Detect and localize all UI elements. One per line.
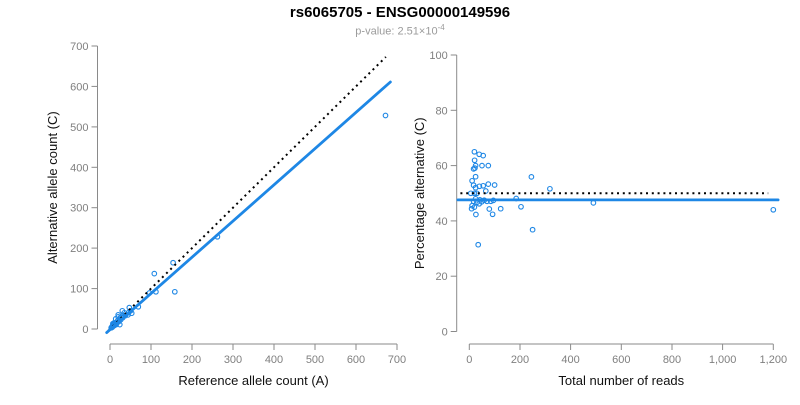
x-axis-title: Total number of reads — [558, 373, 684, 388]
subtitle-exponent: -4 — [437, 23, 445, 32]
data-point — [468, 205, 475, 212]
right-plot: 0 200 400 600 800 1,000 1,200 0 20 40 60 80 100 Total… — [412, 50, 787, 388]
data-point — [382, 112, 389, 119]
data-point — [528, 174, 535, 180]
dotted-reference-line — [107, 56, 387, 332]
y-tick-label: 80 — [435, 105, 447, 117]
data-point — [518, 203, 524, 210]
data-point — [470, 182, 477, 189]
y-tick-label: 0 — [442, 327, 448, 339]
y-axis-title: Alternative allele count (C) — [45, 111, 60, 263]
x-tick-label: 400 — [561, 354, 579, 366]
x-tick-label: 800 — [663, 354, 681, 366]
left-plot: 0 100 200 300 400 500 600 700 0 100 200 300 400 500 60… — [45, 41, 406, 388]
data-point — [170, 259, 176, 266]
y-tick-label: 0 — [82, 324, 88, 336]
data-point — [471, 148, 478, 155]
data-point — [485, 181, 492, 187]
subtitle-text: p-value: 2.51×10 — [355, 25, 438, 38]
x-tick-label: 200 — [183, 354, 201, 366]
page-title: rs6065705 - ENSG00000149596 — [289, 4, 511, 21]
y-tick-label: 300 — [70, 203, 88, 215]
data-point — [171, 288, 178, 295]
x-tick-label: 0 — [466, 354, 472, 366]
data-point — [475, 241, 482, 248]
data-point — [491, 182, 498, 188]
data-point — [529, 226, 536, 233]
data-points — [108, 112, 389, 331]
y-axis: 0 100 200 300 400 500 600 700 — [70, 41, 98, 336]
data-point — [472, 173, 479, 180]
x-axis: 0 100 200 300 400 500 600 700 — [107, 343, 406, 366]
y-tick-label: 700 — [70, 41, 88, 53]
data-point — [470, 166, 477, 172]
data-point — [479, 162, 485, 169]
x-tick-label: 1,200 — [760, 354, 788, 366]
y-axis-title: Percentage alternative (C) — [412, 117, 427, 269]
data-point — [480, 182, 487, 189]
x-tick-label: 400 — [265, 354, 283, 366]
y-tick-label: 60 — [435, 161, 447, 173]
data-point — [547, 185, 553, 192]
y-axis: 0 20 40 60 80 100 — [429, 50, 458, 339]
x-tick-label: 200 — [511, 354, 529, 366]
data-point — [480, 152, 487, 159]
x-tick-label: 500 — [306, 354, 324, 366]
x-tick-label: 0 — [107, 354, 113, 366]
y-tick-label: 40 — [435, 216, 447, 228]
data-point — [151, 270, 158, 277]
data-point — [471, 204, 478, 210]
data-point — [473, 211, 479, 218]
x-tick-label: 300 — [224, 354, 242, 366]
data-point — [489, 211, 496, 218]
data-point — [471, 157, 478, 164]
data-point — [497, 205, 504, 212]
x-tick-label: 700 — [388, 354, 406, 366]
data-point — [486, 206, 493, 212]
x-tick-label: 600 — [347, 354, 365, 366]
y-tick-label: 200 — [70, 243, 88, 255]
data-point — [482, 188, 489, 194]
x-axis-title: Reference allele count (A) — [178, 373, 328, 388]
y-tick-label: 500 — [70, 122, 88, 134]
page-subtitle: p-value: 2.51×10-4 — [0, 23, 800, 38]
x-tick-label: 1,000 — [709, 354, 737, 366]
fit-line — [105, 80, 392, 335]
x-tick-label: 600 — [612, 354, 630, 366]
y-tick-label: 100 — [70, 284, 88, 296]
x-tick-label: 100 — [142, 354, 160, 366]
data-point — [770, 206, 777, 213]
y-tick-label: 400 — [70, 162, 88, 174]
y-tick-label: 600 — [70, 81, 88, 93]
x-axis: 0 200 400 600 800 1,000 1,200 — [466, 343, 788, 366]
data-point — [485, 162, 492, 169]
y-tick-label: 20 — [435, 271, 447, 283]
data-points — [467, 148, 777, 248]
y-tick-label: 100 — [429, 50, 447, 62]
